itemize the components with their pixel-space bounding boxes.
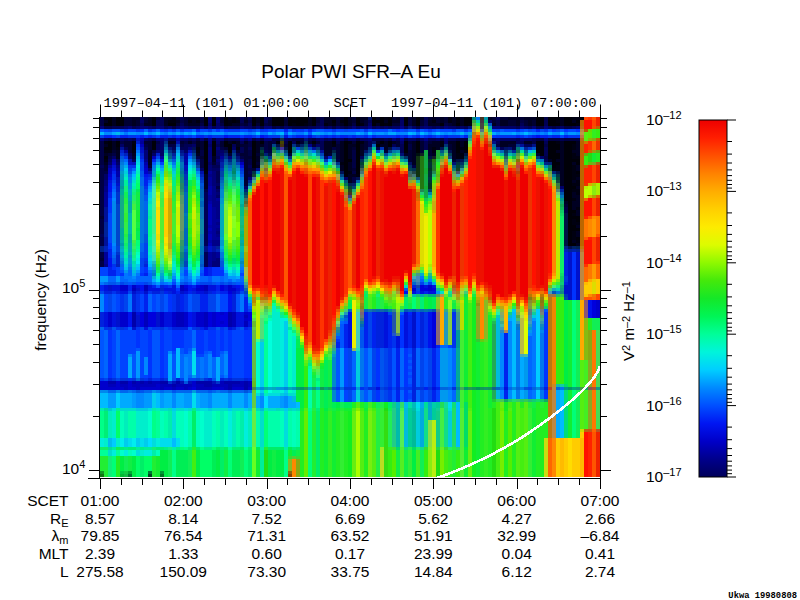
svg-text:79.85: 79.85 <box>81 527 120 544</box>
svg-text:275.58: 275.58 <box>76 563 123 580</box>
svg-text:14.84: 14.84 <box>414 563 453 580</box>
svg-text:02:00: 02:00 <box>164 492 203 509</box>
svg-text:0.41: 0.41 <box>585 545 615 562</box>
svg-text:0.04: 0.04 <box>502 545 533 562</box>
svg-text:–6.84: –6.84 <box>581 527 620 544</box>
svg-text:32.99: 32.99 <box>497 527 536 544</box>
svg-text:4.27: 4.27 <box>502 510 532 527</box>
svg-text:03:00: 03:00 <box>247 492 286 509</box>
svg-text:51.91: 51.91 <box>414 527 453 544</box>
svg-text:6.12: 6.12 <box>502 563 532 580</box>
svg-text:76.54: 76.54 <box>164 527 203 544</box>
svg-text:8.14: 8.14 <box>168 510 199 527</box>
svg-text:0.60: 0.60 <box>252 545 283 562</box>
svg-text:Polar PWI SFR–A Eu: Polar PWI SFR–A Eu <box>261 61 441 82</box>
svg-text:07:00: 07:00 <box>581 492 620 509</box>
svg-text:150.09: 150.09 <box>160 563 207 580</box>
svg-text:0.17: 0.17 <box>335 545 365 562</box>
svg-text:2.74: 2.74 <box>585 563 616 580</box>
svg-text:6.69: 6.69 <box>335 510 365 527</box>
svg-text:06:00: 06:00 <box>497 492 536 509</box>
svg-text:1997–04–11 (101) 01:00:00 SC: 1997–04–11 (101) 01:00:00 SCET 1997–04–1… <box>104 96 597 111</box>
svg-text:05:00: 05:00 <box>414 492 453 509</box>
svg-text:73.30: 73.30 <box>247 563 286 580</box>
svg-text:L: L <box>60 563 69 580</box>
svg-text:MLT: MLT <box>39 545 69 562</box>
svg-text:33.75: 33.75 <box>331 563 370 580</box>
svg-text:23.99: 23.99 <box>414 545 453 562</box>
svg-text:63.52: 63.52 <box>331 527 370 544</box>
svg-text:Ukwa 19980808: Ukwa 19980808 <box>728 591 797 600</box>
svg-text:2.66: 2.66 <box>585 510 615 527</box>
svg-text:1.33: 1.33 <box>168 545 198 562</box>
svg-text:7.52: 7.52 <box>252 510 282 527</box>
svg-text:04:00: 04:00 <box>331 492 370 509</box>
svg-text:frequency (Hz): frequency (Hz) <box>32 249 49 351</box>
svg-text:SCET: SCET <box>27 492 69 509</box>
svg-text:8.57: 8.57 <box>85 510 115 527</box>
svg-text:5.62: 5.62 <box>418 510 448 527</box>
svg-text:01:00: 01:00 <box>81 492 120 509</box>
svg-text:71.31: 71.31 <box>247 527 286 544</box>
svg-text:2.39: 2.39 <box>85 545 115 562</box>
